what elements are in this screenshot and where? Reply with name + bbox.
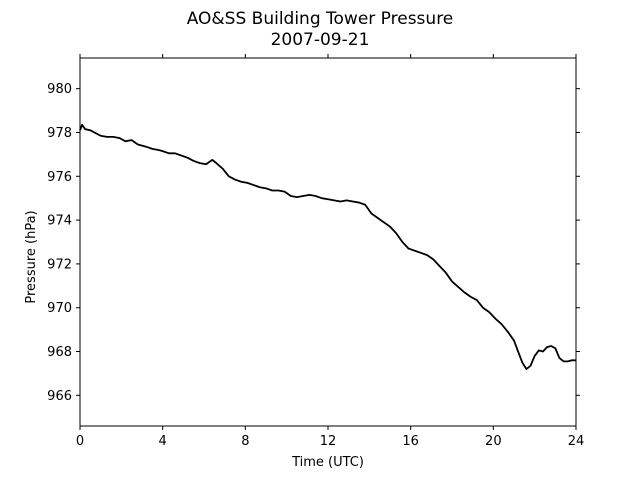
- y-tick-label: 970: [47, 301, 72, 316]
- chart-title: AO&SS Building Tower Pressure: [187, 9, 454, 29]
- y-tick-label: 968: [47, 345, 72, 360]
- y-tick-label: 966: [47, 389, 72, 404]
- x-tick-label: 8: [241, 434, 249, 449]
- y-tick-label: 974: [47, 214, 72, 229]
- y-tick-label: 978: [47, 126, 72, 141]
- x-tick-label: 24: [568, 434, 585, 449]
- x-tick-label: 4: [159, 434, 167, 449]
- y-tick-label: 976: [47, 170, 72, 185]
- y-tick-label: 980: [47, 82, 72, 97]
- plot-frame: [79, 57, 577, 427]
- x-tick-label: 0: [76, 434, 84, 449]
- x-tick-label: 12: [320, 434, 337, 449]
- x-tick-label: 20: [485, 434, 502, 449]
- x-axis-label: Time (UTC): [291, 455, 364, 470]
- series-line: [79, 123, 576, 370]
- x-tick-label: 16: [402, 434, 419, 449]
- y-tick-label: 972: [47, 257, 72, 272]
- plot-area: 0 4 8 12 16 20 24 966 968 970 972 974 976 978 980: [47, 54, 584, 449]
- chart-subtitle: 2007-09-21: [271, 30, 370, 50]
- y-axis-label: Pressure (hPa): [24, 210, 39, 303]
